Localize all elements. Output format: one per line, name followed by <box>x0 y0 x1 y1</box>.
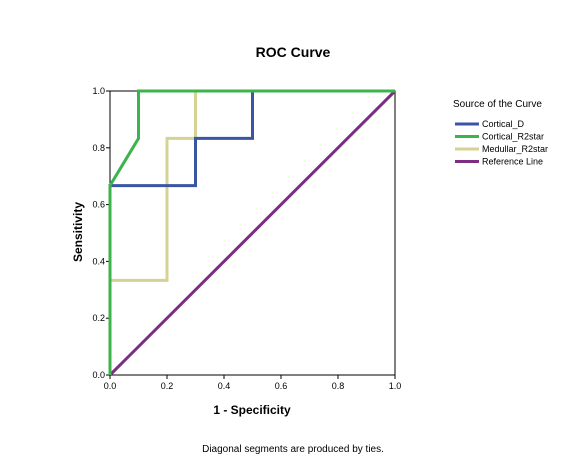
x-tick-label: 0.6 <box>275 381 288 391</box>
y-tick-label: 0.8 <box>92 143 105 153</box>
series-layer <box>108 89 397 377</box>
series-line-cortical-r2star <box>108 89 395 375</box>
legend-label-medullar-r2star: Medullar_R2star <box>482 144 548 154</box>
x-tick-label: 0.8 <box>332 381 345 391</box>
legend: Source of the Curve Cortical_D Cortical_R… <box>453 99 548 167</box>
chart-title: ROC Curve <box>256 44 331 60</box>
x-tick-label: 0.2 <box>161 381 174 391</box>
y-tick-label: 0.6 <box>92 200 105 210</box>
y-tick-label: 0.4 <box>92 256 105 266</box>
x-tick-label: 0.4 <box>218 381 231 391</box>
x-axis-title: 1 - Specificity <box>213 403 291 417</box>
ticks-layer: 0.0 0.2 0.4 0.6 0.8 1.0 0.0 0.2 0.4 0.6 0.8 1.0 <box>92 86 401 391</box>
legend-label-cortical-d: Cortical_D <box>482 119 525 129</box>
legend-label-cortical-r2star: Cortical_R2star <box>482 132 544 142</box>
footnote: Diagonal segments are produced by ties. <box>202 444 384 455</box>
x-tick-label: 0.0 <box>104 381 117 391</box>
legend-items: Cortical_D Cortical_R2star Medullar_R2star… <box>455 119 548 167</box>
plot-area: 0.0 0.2 0.4 0.6 0.8 1.0 0.0 0.2 0.4 0.6 0.8 1.0 <box>92 86 401 391</box>
y-tick-label: 0.0 <box>92 370 105 380</box>
y-axis-title: Sensitivity <box>71 202 85 262</box>
legend-title: Source of the Curve <box>453 99 542 110</box>
y-tick-label: 1.0 <box>92 86 105 96</box>
legend-label-reference-line: Reference Line <box>482 157 543 167</box>
series-line-reference-line <box>108 89 397 377</box>
x-tick-label: 1.0 <box>389 381 402 391</box>
y-tick-label: 0.2 <box>92 313 105 323</box>
